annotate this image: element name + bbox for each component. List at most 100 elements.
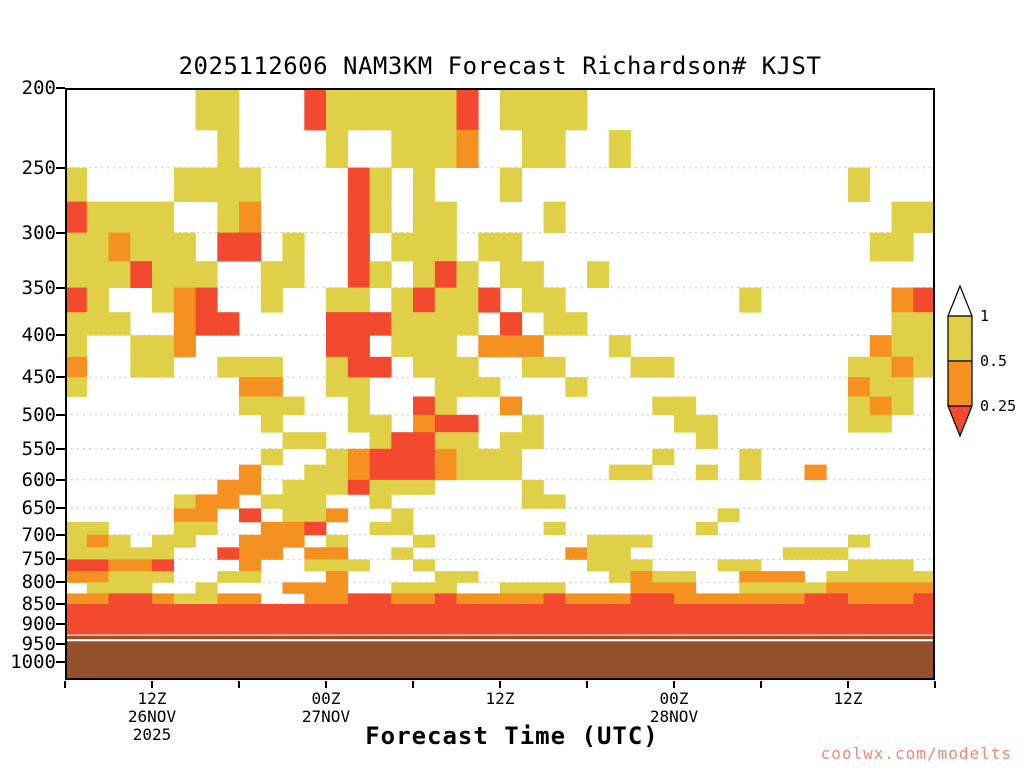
x-axis-tick [673, 681, 675, 688]
heatmap-cell [869, 377, 892, 397]
heatmap-cell [326, 571, 349, 583]
heatmap-cell [587, 261, 610, 288]
heatmap-cell [456, 604, 479, 615]
x-axis-tick [934, 681, 936, 688]
x-axis-tick-label: 12Z [833, 689, 863, 708]
heatmap-cell [413, 614, 436, 625]
heatmap-cell [565, 88, 588, 131]
heatmap-cell [434, 287, 457, 313]
heatmap-cell [413, 448, 436, 466]
heatmap-cell [369, 356, 392, 378]
heatmap-cell [304, 88, 327, 131]
heatmap-cell [391, 479, 414, 495]
heatmap-cell [347, 356, 370, 378]
heatmap-cell [239, 479, 262, 495]
heatmap-cell [521, 494, 544, 509]
heatmap-cell [565, 604, 588, 615]
heatmap-cell [282, 432, 305, 450]
heatmap-cell [913, 571, 936, 583]
heatmap-cell [652, 448, 675, 466]
heatmap-cell [195, 88, 218, 131]
heatmap-cell [413, 130, 436, 168]
x-axis-tick [412, 681, 414, 688]
heatmap-cell [108, 604, 131, 615]
heatmap-cell [391, 624, 414, 635]
heatmap-cell [260, 396, 283, 416]
y-axis-tick-label: 200 [21, 77, 56, 99]
y-axis-tick [56, 661, 65, 663]
heatmap-cell [630, 593, 653, 605]
colorbar-orange-band [947, 360, 973, 407]
heatmap-cell [587, 547, 610, 560]
heatmap-cell [630, 624, 653, 635]
heatmap-cell [652, 582, 675, 594]
heatmap-cell [239, 559, 262, 572]
heatmap-cell [543, 593, 566, 605]
y-axis-tick [56, 558, 65, 561]
heatmap-cell [456, 377, 479, 397]
heatmap-cell [282, 396, 305, 416]
y-axis-tick-label: 650 [21, 497, 56, 520]
x-axis-tick-label: 00Z [311, 689, 341, 708]
heatmap-cell [217, 624, 240, 635]
heatmap-cell [108, 559, 131, 572]
heatmap-cell [413, 167, 436, 202]
y-axis-tick [56, 603, 65, 606]
heatmap-cell [826, 604, 849, 615]
heatmap-cell [304, 593, 327, 605]
heatmap-cell [326, 593, 349, 605]
heatmap-cell [108, 593, 131, 605]
heatmap-cell [239, 377, 262, 397]
heatmap-cell [500, 582, 523, 594]
heatmap-cell [587, 604, 610, 615]
heatmap-cell [413, 593, 436, 605]
heatmap-cell [434, 201, 457, 233]
heatmap-cell [434, 604, 457, 615]
heatmap-cell [282, 582, 305, 594]
heatmap-cell [391, 130, 414, 168]
heatmap-cell [521, 624, 544, 635]
heatmap-cell [478, 464, 501, 481]
heatmap-cell [913, 624, 936, 635]
heatmap-cell [152, 335, 175, 358]
heatmap-cell [65, 559, 88, 572]
colorbar-legend: 1 0.5 0.25 [944, 284, 1022, 456]
heatmap-cell [195, 604, 218, 615]
heatmap-cell [413, 414, 436, 433]
heatmap-cell [761, 614, 784, 625]
heatmap-cell [239, 356, 262, 378]
heatmap-cell [848, 377, 871, 397]
heatmap-cell [347, 167, 370, 202]
heatmap-cell [869, 571, 892, 583]
heatmap-cell [369, 312, 392, 336]
heatmap-cell [326, 88, 349, 131]
x-axis-title: Forecast Time (UTC) [365, 722, 659, 750]
heatmap-cell [587, 559, 610, 572]
heatmap-cell [391, 232, 414, 262]
heatmap-cell [326, 356, 349, 378]
heatmap-cell [173, 624, 196, 635]
heatmap-cell [891, 624, 914, 635]
heatmap-cell [891, 571, 914, 583]
heatmap-cell [478, 377, 501, 397]
heatmap-cell [217, 312, 240, 336]
heatmap-cell [239, 614, 262, 625]
heatmap-cell [173, 593, 196, 605]
heatmap-cell [608, 571, 631, 583]
heatmap-cell [347, 624, 370, 635]
heatmap-cell [413, 534, 436, 548]
heatmap-cell [848, 571, 871, 583]
heatmap-cell [65, 232, 88, 262]
y-axis-tick [56, 166, 65, 169]
heatmap-cell [521, 88, 544, 131]
heatmap-cell [804, 614, 827, 625]
heatmap-cell [86, 614, 109, 625]
heatmap-cell [500, 464, 523, 481]
colorbar-bottom-arrow [947, 405, 973, 438]
heatmap-cell [152, 287, 175, 313]
heatmap-cell [869, 414, 892, 433]
heatmap-cell [782, 582, 805, 594]
heatmap-cell [826, 571, 849, 583]
heatmap-cell [739, 464, 762, 481]
heatmap-cell [195, 312, 218, 336]
